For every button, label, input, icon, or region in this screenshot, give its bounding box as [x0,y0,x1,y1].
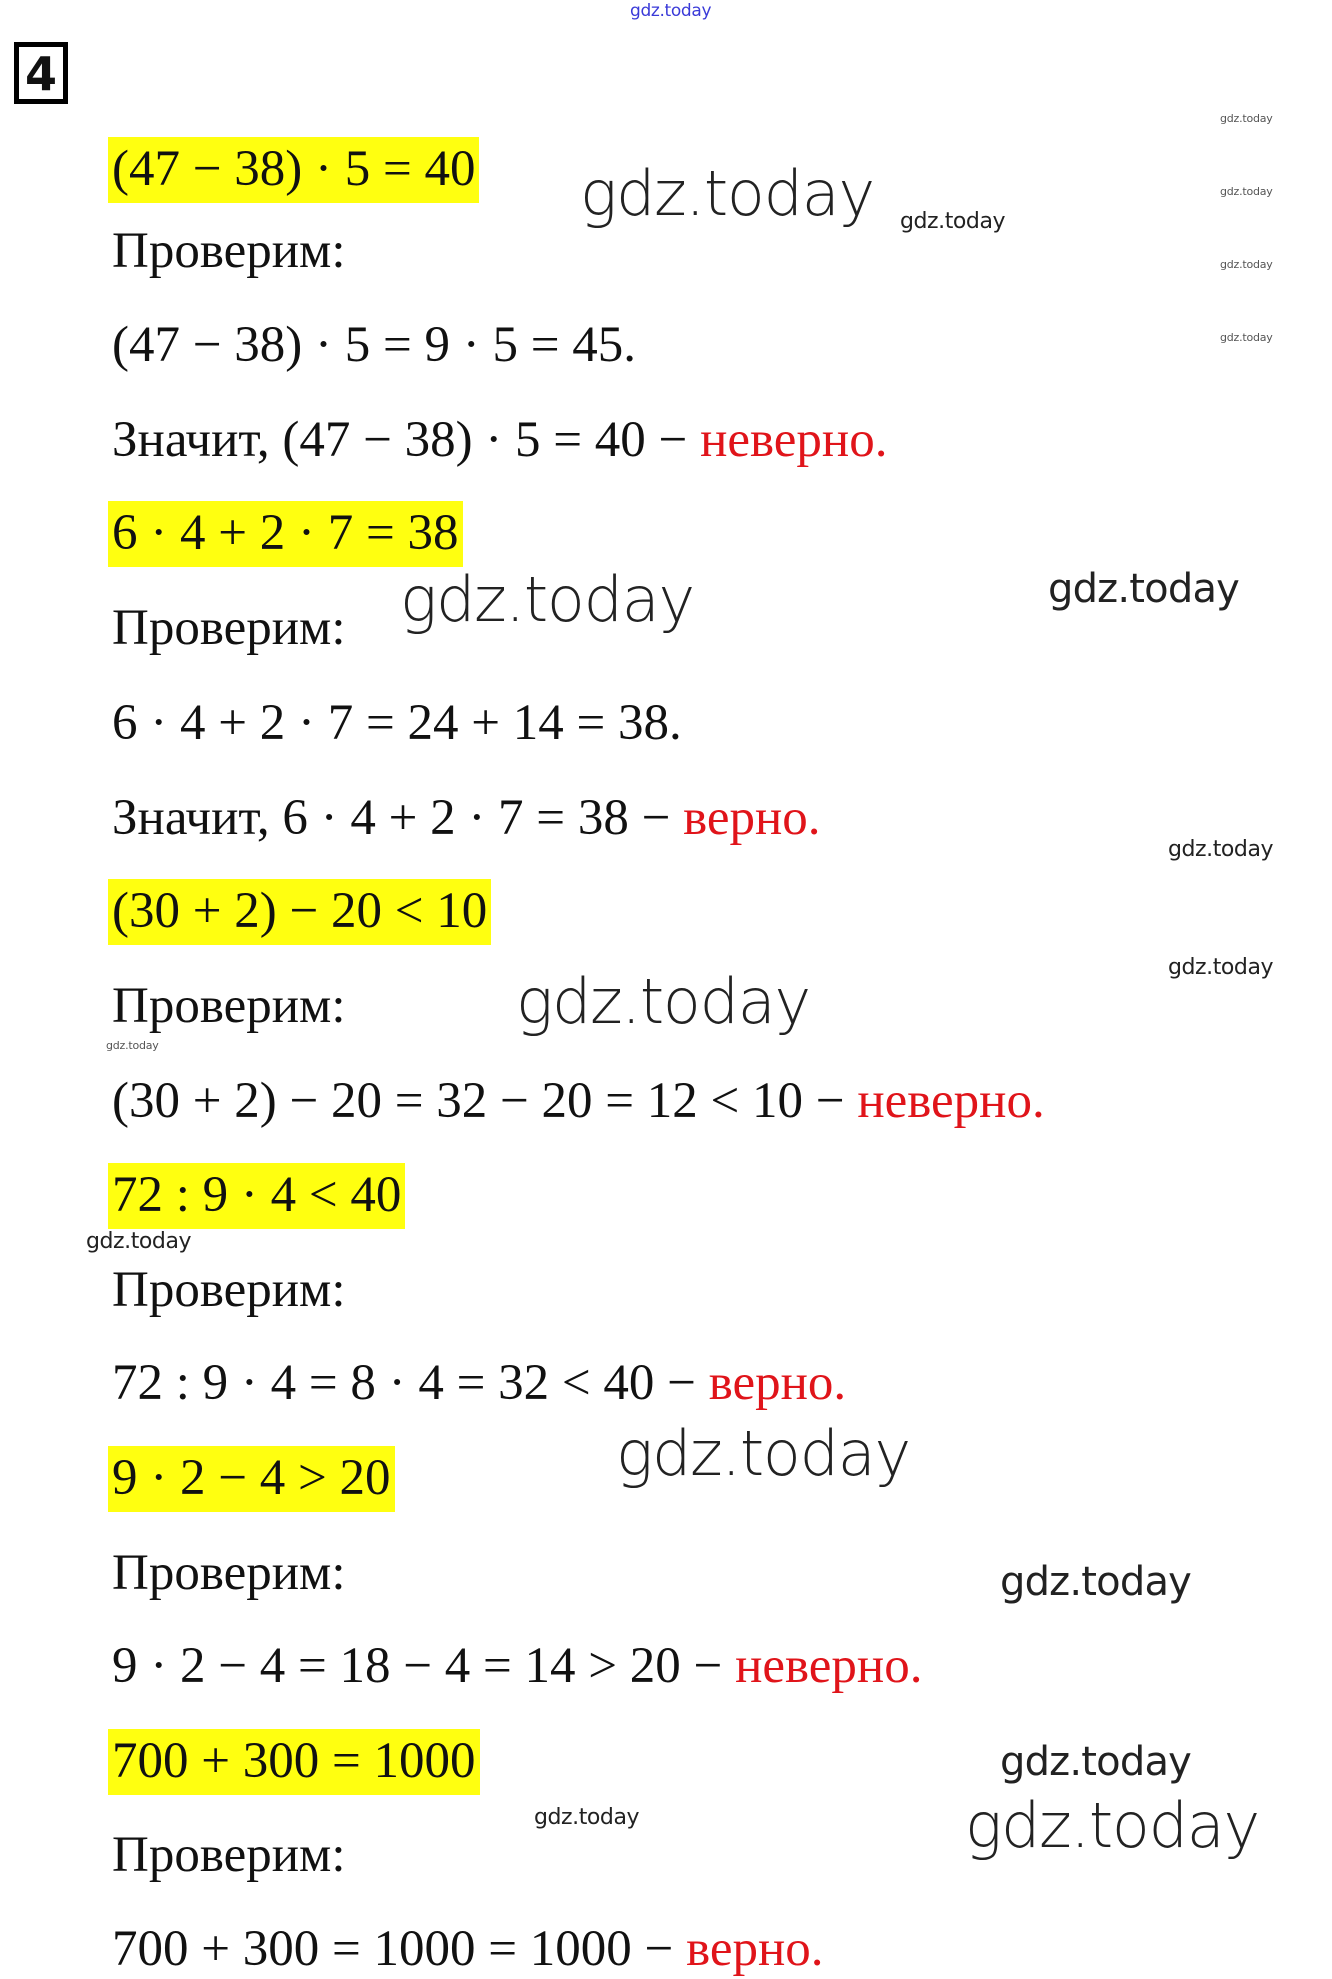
conclusion-line: Значит, (47 − 38) · 5 = 40 − неверно. [112,410,887,470]
watermark: gdz.today [900,209,1006,234]
watermark: gdz.today [1000,1739,1192,1785]
statement-line: 72 : 9 · 4 < 40 [108,1163,406,1229]
line-text: 6 · 4 + 2 · 7 = 24 + 14 = 38. [112,695,682,751]
line-text: 72 : 9 · 4 = 8 · 4 = 32 < 40 − [112,1355,709,1411]
line-text: Значит, 6 · 4 + 2 · 7 = 38 − [112,790,684,846]
line-text: Проверим: [112,978,346,1034]
watermark: gdz.today [1220,258,1273,271]
watermark: gdz.today [516,965,811,1038]
line-text: 72 : 9 · 4 < 40 [108,1163,406,1229]
verdict-text: неверно. [735,1638,923,1694]
line-text: 9 · 2 − 4 > 20 [108,1446,395,1512]
watermark: gdz.today [86,1229,192,1254]
watermark-top: gdz.today [630,1,712,21]
line-text: Значит, (47 − 38) · 5 = 40 − [112,412,701,468]
conclusion-line: 72 : 9 · 4 = 8 · 4 = 32 < 40 − верно. [112,1353,846,1413]
watermark: gdz.today [1048,566,1240,612]
verdict-text: верно. [686,1921,824,1977]
watermark: gdz.today [534,1805,640,1830]
watermark: gdz.today [616,1417,911,1490]
watermark: gdz.today [106,1039,159,1052]
statement-line: (30 + 2) − 20 < 10 [108,879,492,945]
watermark: gdz.today [1000,1559,1192,1605]
statement-line: 700 + 300 = 1000 [108,1729,480,1795]
line-text: 6 · 4 + 2 · 7 = 38 [108,501,463,567]
verdict-text: неверно. [700,412,888,468]
line-text: 700 + 300 = 1000 [108,1729,480,1795]
check-line: Проверим: [112,1543,345,1603]
check-line: 6 · 4 + 2 · 7 = 24 + 14 = 38. [112,693,682,753]
statement-line: 9 · 2 − 4 > 20 [108,1446,395,1512]
line-text: (30 + 2) − 20 = 32 − 20 = 12 < 10 − [112,1073,858,1129]
line-text: Проверим: [112,1827,346,1883]
check-line: Проверим: [112,1825,345,1885]
conclusion-line: 700 + 300 = 1000 = 1000 − верно. [112,1919,824,1979]
task-number: 4 [14,42,68,104]
watermark: gdz.today [1220,185,1273,198]
statement-line: 6 · 4 + 2 · 7 = 38 [108,501,463,567]
verdict-text: неверно. [857,1073,1045,1129]
watermark: gdz.today [1220,331,1273,344]
line-text: (47 − 38) · 5 = 9 · 5 = 45. [112,317,636,373]
watermark: gdz.today [965,1789,1260,1862]
conclusion-line: (30 + 2) − 20 = 32 − 20 = 12 < 10 − неве… [112,1071,1045,1131]
check-line: (47 − 38) · 5 = 9 · 5 = 45. [112,315,636,375]
line-text: 700 + 300 = 1000 = 1000 − [112,1921,687,1977]
line-text: Проверим: [112,1545,346,1601]
verdict-text: верно. [708,1355,847,1411]
line-text: Проверим: [112,1262,346,1318]
watermark: gdz.today [1168,837,1274,862]
line-text: 9 · 2 − 4 = 18 − 4 = 14 > 20 − [112,1638,736,1694]
statement-line: (47 − 38) · 5 = 40 [108,137,480,203]
line-text: (47 − 38) · 5 = 40 [108,137,480,203]
watermark: gdz.today [400,563,695,636]
conclusion-line: Значит, 6 · 4 + 2 · 7 = 38 − верно. [112,788,821,848]
watermark: gdz.today [1220,112,1273,125]
line-text: Проверим: [112,600,346,656]
check-line: Проверим: [112,598,345,658]
conclusion-line: 9 · 2 − 4 = 18 − 4 = 14 > 20 − неверно. [112,1636,922,1696]
watermark: gdz.today [1168,955,1274,980]
check-line: Проверим: [112,1260,345,1320]
line-text: Проверим: [112,223,346,279]
check-line: Проверим: [112,976,345,1036]
verdict-text: верно. [683,790,821,846]
line-text: (30 + 2) − 20 < 10 [108,879,492,945]
check-line: Проверим: [112,221,345,281]
watermark: gdz.today [580,157,875,230]
